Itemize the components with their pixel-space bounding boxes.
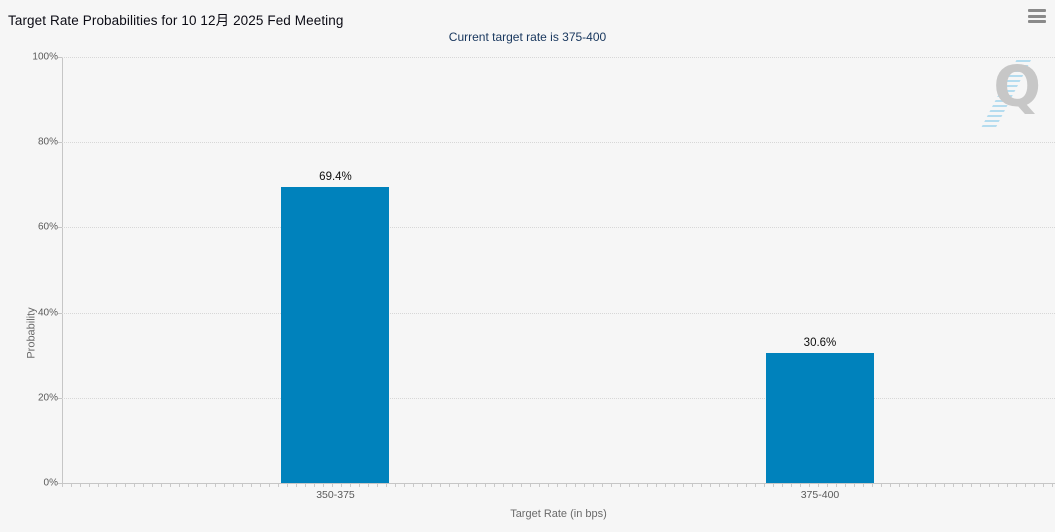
bar-value-label: 30.6%: [803, 336, 837, 349]
watermark-q-letter: Q: [993, 55, 1041, 120]
gridline: [62, 312, 1055, 314]
gridline: [62, 227, 1055, 229]
bar-value-label: 69.4%: [319, 171, 352, 184]
bar-375-400[interactable]: [765, 352, 874, 483]
y-tick-mark: [58, 397, 62, 399]
y-tick-mark: [58, 483, 62, 484]
y-tick-mark: [58, 227, 62, 229]
x-tick-label: 375-400: [800, 489, 840, 501]
x-axis-title: Target Rate (in bps): [510, 508, 607, 520]
bar-350-375[interactable]: [281, 187, 390, 483]
y-tick-label: 0%: [43, 477, 58, 489]
chart-title: Target Rate Probabilities for 10 12月 202…: [8, 13, 344, 28]
gridline: [62, 397, 1055, 399]
y-axis-title: Probability: [25, 307, 38, 359]
hamburger-menu-icon[interactable]: [1028, 9, 1046, 23]
y-tick-mark: [58, 312, 62, 314]
y-tick-label: 40%: [37, 307, 58, 319]
x-tick-label: 350-375: [316, 489, 355, 501]
y-tick-label: 60%: [37, 221, 58, 233]
gridline: [62, 57, 1055, 58]
x-axis-minor-ticks: [62, 484, 1055, 487]
plot-area: Probability 0% 20% 40% 60% 80% 100% 69.4% 350-3…: [26, 52, 1055, 501]
x-axis-line: [62, 483, 1055, 484]
gridline: [62, 142, 1055, 144]
hamburger-bar: [1028, 9, 1046, 12]
y-tick-mark: [58, 142, 62, 144]
y-tick-label: 100%: [32, 51, 58, 63]
y-axis-line: [62, 57, 63, 483]
y-tick-label: 20%: [37, 392, 58, 404]
y-tick-label: 80%: [37, 136, 58, 148]
quikstrike-watermark: Q: [980, 55, 1043, 130]
chart-subtitle: Current target rate is 375-400: [448, 30, 607, 44]
hamburger-bar: [1028, 14, 1046, 18]
hamburger-bar: [1028, 20, 1046, 23]
y-tick-mark: [58, 57, 62, 58]
